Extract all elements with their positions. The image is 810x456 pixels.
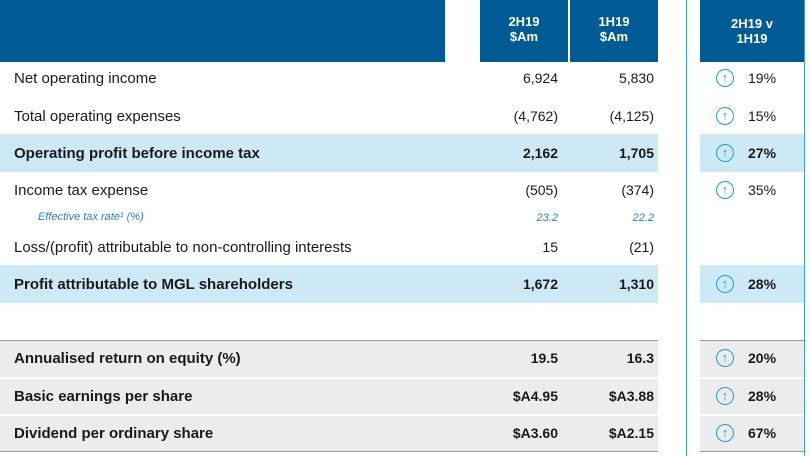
metric-value-2h19: $A3.60 <box>512 425 558 441</box>
row-label-profit-attributable: Profit attributable to MGL shareholders <box>14 276 293 293</box>
row-label-non-controlling-interests: Loss/(profit) attributable to non-contro… <box>14 239 352 256</box>
metric-value-2h19: $A4.95 <box>512 388 558 404</box>
highlight-row-bg <box>0 265 658 303</box>
header-col-1h19: 1H19 $Am <box>570 0 658 62</box>
row-value-1h19: 1,705 <box>618 145 654 161</box>
row-label-income-tax-expense: Income tax expense <box>14 182 149 199</box>
row-value-1h19: (374) <box>621 182 654 198</box>
row-value-2h19: 15 <box>542 239 558 255</box>
change-column-border-right <box>804 0 805 456</box>
metric-change: 20% <box>748 350 777 366</box>
row-change: 35% <box>748 182 777 198</box>
up-arrow-icon: ↑ <box>716 181 734 199</box>
row-divider <box>0 451 658 452</box>
row-value-2h19: 1,672 <box>522 276 558 292</box>
up-arrow-icon: ↑ <box>716 275 734 293</box>
metric-value-2h19: 19.5 <box>530 350 558 366</box>
row-change: 15% <box>748 108 777 124</box>
up-arrow-icon: ↑ <box>716 424 734 442</box>
row-value-2h19: 23.2 <box>536 212 558 224</box>
up-arrow-icon: ↑ <box>716 69 734 87</box>
row-divider <box>0 414 658 416</box>
row-label-operating-profit: Operating profit before income tax <box>14 145 260 162</box>
change-column-border-left <box>686 0 687 456</box>
metric-label-basic-eps: Basic earnings per share <box>14 388 193 405</box>
row-value-1h19: 22.2 <box>632 212 654 224</box>
metric-change: 67% <box>748 425 777 441</box>
row-change: 19% <box>748 70 777 86</box>
metric-section-bg <box>0 340 658 451</box>
row-label-effective-tax-rate: Effective tax rate¹ (%) <box>38 211 144 223</box>
up-arrow-icon: ↑ <box>716 144 734 162</box>
row-value-1h19: (21) <box>629 239 654 255</box>
header-col-change-line1: 2H19 v <box>731 16 773 31</box>
header-bar <box>0 0 445 62</box>
row-value-2h19: (505) <box>525 182 558 198</box>
row-value-1h19: 1,310 <box>618 276 654 292</box>
up-arrow-icon: ↑ <box>716 107 734 125</box>
header-col-1h19-line2: $Am <box>599 29 629 44</box>
metric-change: 28% <box>748 388 777 404</box>
up-arrow-icon: ↑ <box>716 349 734 367</box>
row-value-1h19: (4,125) <box>609 108 654 124</box>
up-arrow-icon: ↑ <box>716 387 734 405</box>
row-divider <box>700 451 804 452</box>
row-divider <box>700 377 804 379</box>
row-value-2h19: 2,162 <box>522 145 558 161</box>
header-col-2h19: 2H19 $Am <box>480 0 568 62</box>
row-divider <box>0 377 658 379</box>
header-col-2h19-line2: $Am <box>509 29 539 44</box>
header-col-1h19-line1: 1H19 <box>598 14 630 29</box>
highlight-row-bg <box>0 134 658 172</box>
row-value-2h19: 6,924 <box>522 70 558 86</box>
metric-value-1h19: $A2.15 <box>608 425 654 441</box>
row-label-net-operating-income: Net operating income <box>14 70 157 87</box>
header-col-change: 2H19 v 1H19 <box>700 0 804 62</box>
row-divider <box>700 340 804 341</box>
header-col-2h19-line1: 2H19 <box>508 14 540 29</box>
row-change: 27% <box>748 145 777 161</box>
metric-label-return-on-equity: Annualised return on equity (%) <box>14 350 241 367</box>
row-divider <box>700 414 804 416</box>
row-value-1h19: 5,830 <box>618 70 654 86</box>
row-change: 28% <box>748 276 777 292</box>
metric-value-1h19: 16.3 <box>626 350 654 366</box>
row-divider <box>0 340 658 341</box>
row-value-2h19: (4,762) <box>513 108 558 124</box>
metric-label-dividend-per-share: Dividend per ordinary share <box>14 425 214 442</box>
metric-value-1h19: $A3.88 <box>608 388 654 404</box>
row-label-total-operating-expenses: Total operating expenses <box>14 108 181 125</box>
header-col-change-line2: 1H19 <box>736 31 768 46</box>
